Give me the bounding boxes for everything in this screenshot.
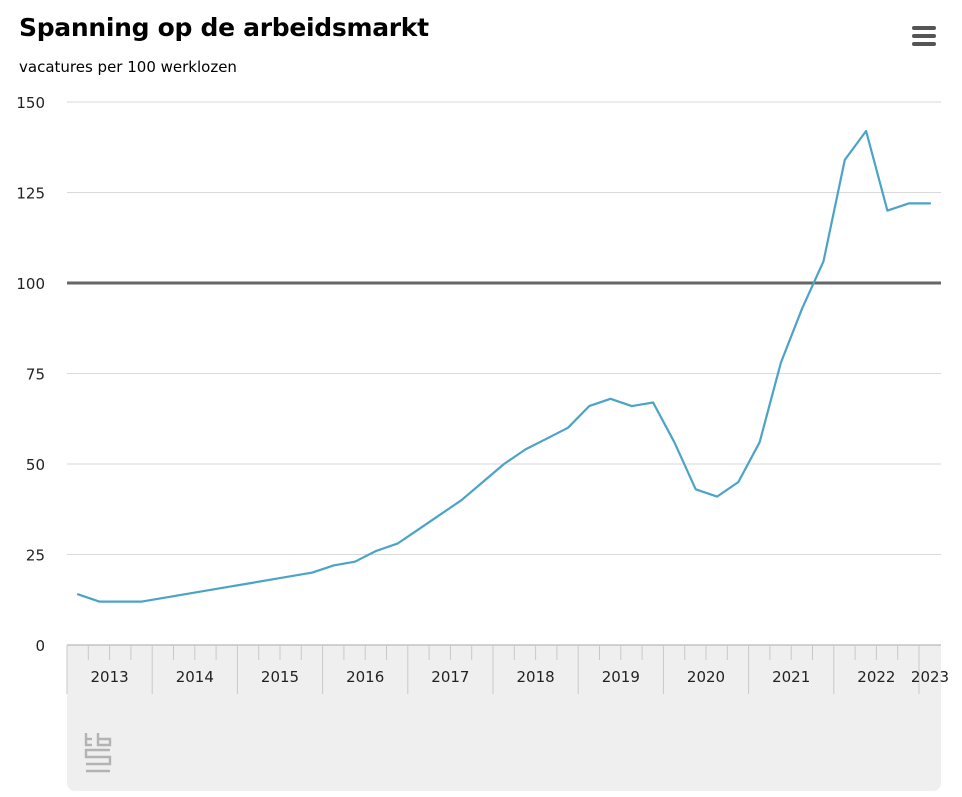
y-tick-label: 100 xyxy=(16,275,45,293)
data-point xyxy=(459,498,463,502)
x-tick-label: 2015 xyxy=(261,668,299,686)
x-tick-label: 2016 xyxy=(346,668,384,686)
data-point xyxy=(928,201,932,205)
data-point xyxy=(694,487,698,491)
data-point xyxy=(396,542,400,546)
data-point xyxy=(374,549,378,553)
data-point xyxy=(76,592,80,596)
data-point xyxy=(289,574,293,578)
data-point xyxy=(758,440,762,444)
chart-subtitle: vacatures per 100 werklozen xyxy=(19,58,237,76)
series-line xyxy=(76,129,932,603)
data-point xyxy=(481,480,485,484)
x-axis-panel xyxy=(67,645,941,791)
data-point xyxy=(779,361,783,365)
hamburger-menu-icon[interactable] xyxy=(908,22,940,50)
data-point xyxy=(800,306,804,310)
data-point xyxy=(672,440,676,444)
data-point xyxy=(246,581,250,585)
x-tick-label: 2014 xyxy=(176,668,214,686)
data-point xyxy=(822,259,826,263)
y-tick-label: 0 xyxy=(35,637,45,655)
x-tick-label: 2013 xyxy=(91,668,129,686)
x-tick-label: 2021 xyxy=(772,668,810,686)
y-tick-label: 150 xyxy=(16,94,45,112)
data-point xyxy=(502,462,506,466)
data-point xyxy=(353,560,357,564)
x-tick-label: 2020 xyxy=(687,668,725,686)
data-point xyxy=(907,201,911,205)
y-tick-label: 50 xyxy=(26,456,45,474)
data-point xyxy=(630,404,634,408)
data-point xyxy=(310,571,314,575)
data-point xyxy=(609,397,613,401)
data-point xyxy=(736,480,740,484)
x-tick-label: 2018 xyxy=(517,668,555,686)
y-tick-label: 25 xyxy=(26,547,45,565)
x-tick-label: 2019 xyxy=(602,668,640,686)
cbs-logo-icon xyxy=(84,733,112,773)
data-point xyxy=(97,600,101,604)
data-point xyxy=(438,513,442,517)
data-point xyxy=(268,578,272,582)
data-point xyxy=(332,563,336,567)
data-point xyxy=(225,585,229,589)
data-point xyxy=(204,589,208,593)
data-point xyxy=(651,400,655,404)
data-point xyxy=(119,600,123,604)
chart-title: Spanning op de arbeidsmarkt xyxy=(19,13,429,42)
data-point xyxy=(140,600,144,604)
data-point xyxy=(864,129,868,133)
data-point xyxy=(587,404,591,408)
data-point xyxy=(715,495,719,499)
y-tick-label: 125 xyxy=(16,185,45,203)
data-point xyxy=(523,448,527,452)
x-tick-label: 2017 xyxy=(431,668,469,686)
x-tick-label: 2023 xyxy=(911,668,949,686)
y-tick-label: 75 xyxy=(26,366,45,384)
data-point xyxy=(417,527,421,531)
x-tick-label: 2022 xyxy=(857,668,895,686)
data-point xyxy=(566,426,570,430)
data-point xyxy=(545,437,549,441)
data-point xyxy=(843,158,847,162)
data-point xyxy=(161,596,165,600)
data-point xyxy=(183,592,187,596)
data-point xyxy=(885,209,889,213)
